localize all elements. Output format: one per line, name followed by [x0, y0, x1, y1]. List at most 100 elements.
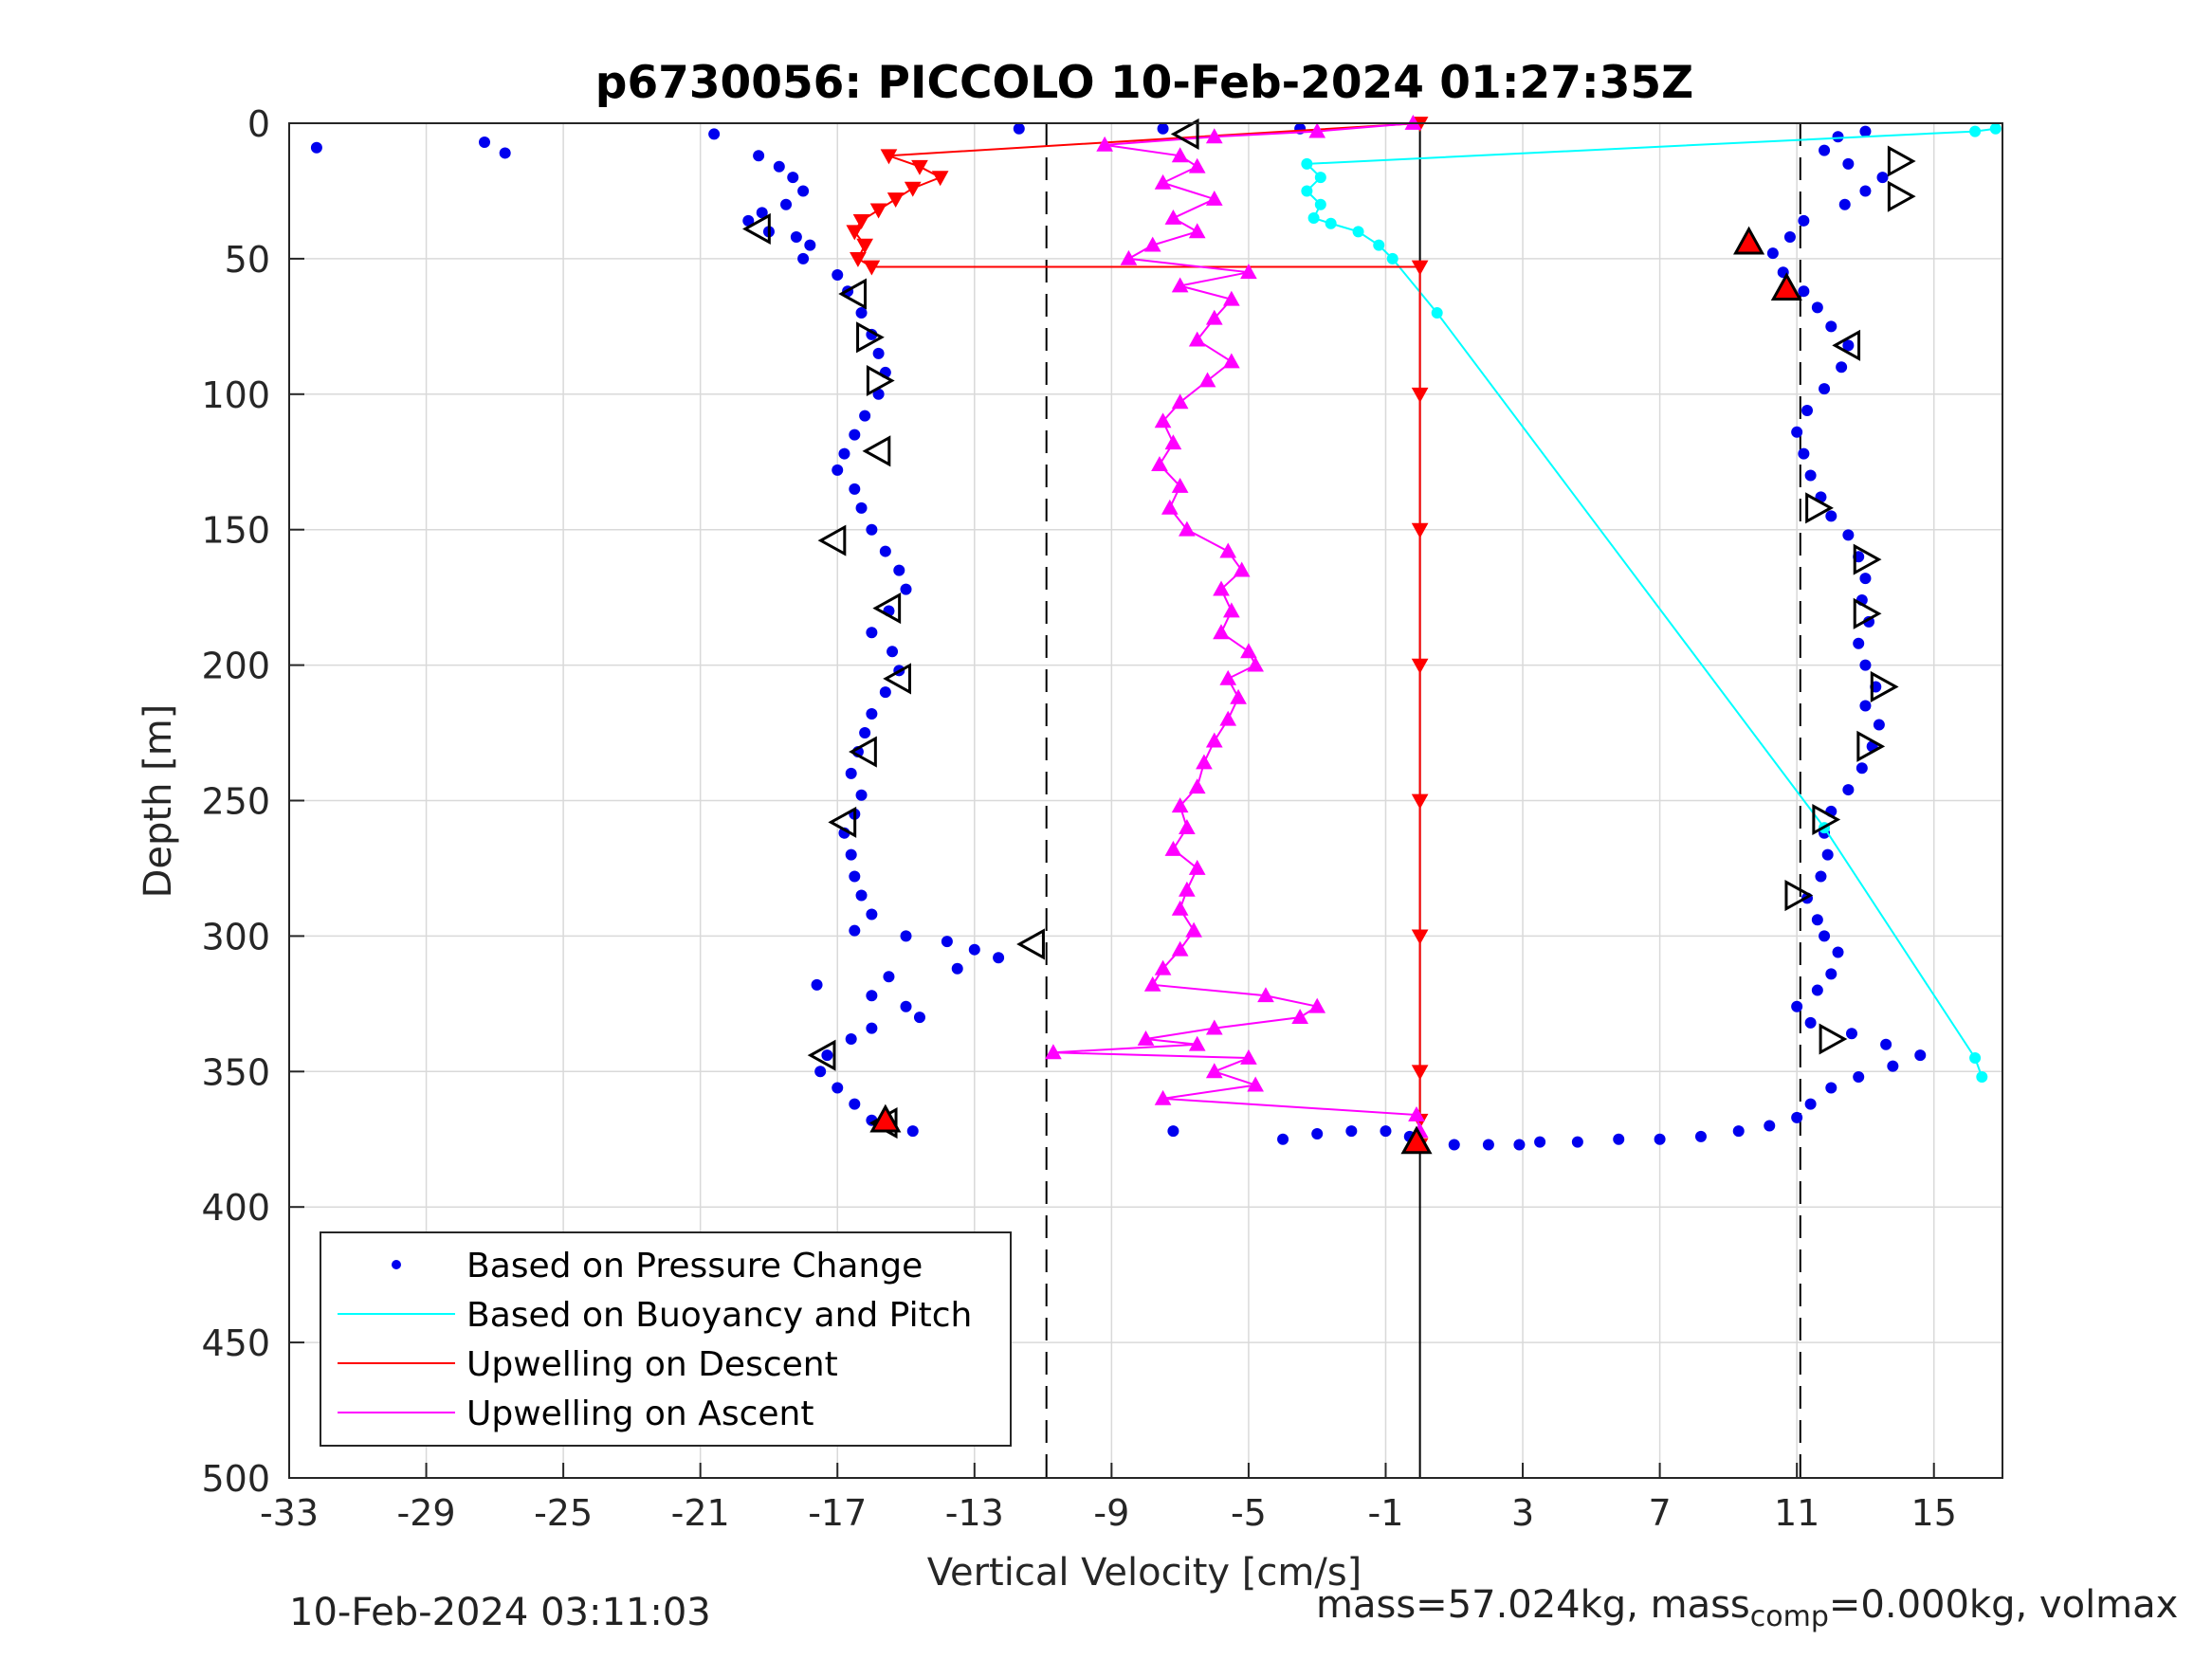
pressure-point — [1859, 125, 1872, 137]
upwelling-descent-point — [1411, 793, 1429, 810]
upwelling-descent-point — [1411, 929, 1429, 945]
pressure-point — [1853, 1071, 1865, 1084]
pressure-point — [1811, 984, 1823, 996]
upwelling-ascent-point — [1291, 1009, 1308, 1025]
upwelling-ascent-point — [1161, 499, 1179, 515]
buoyancy-pitch-point — [1969, 125, 1982, 137]
upwelling-ascent-point — [1096, 136, 1113, 152]
pressure-point — [951, 962, 963, 975]
upwelling-ascent-point — [1179, 520, 1196, 537]
x-tick-label: -21 — [671, 1492, 730, 1534]
pressure-point — [1838, 198, 1851, 210]
x-tick-label: -13 — [945, 1492, 1004, 1534]
buoyancy-pitch-point — [1325, 217, 1337, 229]
comp-subscript: comp — [1749, 1600, 1829, 1633]
pressure-point — [1914, 1049, 1927, 1062]
pressure-point — [855, 889, 868, 902]
upwelling-ascent-point — [1205, 1019, 1223, 1035]
footer-mass-info: mass=57.024kg, masscomp=0.000kg, volmax — [1316, 1583, 2178, 1633]
buoyancy-pitch-point — [1301, 185, 1313, 197]
pressure-point — [941, 936, 953, 948]
pressure-point — [1815, 870, 1827, 883]
upwelling-ascent-point — [1154, 412, 1172, 428]
legend: Based on Pressure Change Based on Buoyanc… — [320, 1231, 1012, 1447]
pressure-point — [1832, 946, 1844, 958]
upwelling-descent-point — [1411, 1065, 1429, 1081]
pressure-point — [906, 1125, 919, 1138]
pressure-point — [790, 231, 802, 244]
pressure-point — [797, 185, 810, 197]
pressure-point — [773, 160, 785, 173]
buoyancy-pitch-line — [1305, 127, 1996, 1078]
upwelling-ascent-point — [1308, 997, 1326, 1013]
y-tick-label: 300 — [201, 916, 270, 957]
upwelling-ascent-point — [1219, 542, 1237, 558]
y-tick-label: 0 — [247, 103, 270, 145]
x-tick-label: -17 — [808, 1492, 867, 1534]
pressure-point — [1845, 1028, 1857, 1040]
legend-label: Upwelling on Descent — [466, 1345, 838, 1384]
pressure-point — [1654, 1133, 1666, 1145]
pressure-point — [845, 767, 857, 779]
pressure-point — [1798, 285, 1810, 298]
x-tick-label: 11 — [1774, 1492, 1819, 1534]
upwelling-descent-point — [1411, 387, 1429, 403]
pressure-point — [1791, 1000, 1803, 1012]
upwelling-descent-point — [887, 192, 905, 209]
upwelling-ascent-point — [1171, 393, 1189, 410]
upwelling-descent-point — [852, 213, 870, 229]
buoyancy-pitch-point — [1976, 1071, 1988, 1084]
x-tick-label: 3 — [1511, 1492, 1534, 1534]
upwelling-ascent-point — [1120, 249, 1138, 265]
y-tick-label: 200 — [201, 646, 270, 687]
upwelling-ascent-point — [1154, 173, 1172, 190]
pressure-point — [1694, 1130, 1707, 1142]
buoyancy-pitch-point — [1969, 1052, 1982, 1065]
pressure-point — [1277, 1133, 1289, 1145]
pressure-point — [1819, 144, 1831, 156]
pressure-point — [1819, 383, 1831, 395]
upwelling-ascent-point — [1247, 656, 1264, 672]
pressure-point — [708, 128, 721, 140]
legend-label: Based on Buoyancy and Pitch — [466, 1296, 972, 1335]
upwelling-ascent-point — [1205, 190, 1223, 206]
pressure-point — [1811, 301, 1823, 314]
pressure-point — [499, 147, 511, 159]
pressure-point — [1311, 1128, 1324, 1140]
pressure-point — [866, 523, 878, 536]
pressure-point — [797, 252, 810, 264]
pressure-point — [900, 1000, 912, 1012]
segment-marker — [1784, 879, 1814, 912]
pressure-point — [883, 971, 895, 983]
upwelling-ascent-point — [1164, 434, 1182, 450]
upwelling-ascent-point — [1308, 122, 1326, 138]
pressure-point — [855, 307, 868, 319]
segment-marker — [1870, 670, 1899, 703]
upwelling-ascent-point — [1213, 580, 1230, 596]
x-tick-label: -25 — [534, 1492, 593, 1534]
pressure-point — [849, 924, 861, 937]
upwelling-ascent-point — [1240, 1048, 1257, 1065]
segment-marker — [838, 278, 868, 310]
upwelling-descent-point — [904, 181, 922, 197]
chart-title: p6730056: PICCOLO 10-Feb-2024 01:27:35Z — [595, 57, 1693, 109]
comp-text: =0.000kg, volmax — [1828, 1583, 2179, 1627]
upwelling-ascent-point — [1171, 900, 1189, 916]
pressure-point — [821, 1049, 833, 1062]
upwelling-ascent-point — [1247, 1076, 1264, 1092]
upwelling-ascent-point — [1223, 290, 1240, 306]
x-tick-label: 15 — [1911, 1492, 1957, 1534]
upwelling-ascent-point — [1179, 819, 1196, 834]
x-axis-ticks: -33 -29 -25 -21 -17 -13 -9 -5 -1 3 7 11 15 — [260, 1463, 1957, 1534]
segment-marker — [1170, 118, 1199, 150]
pressure-point — [1842, 339, 1855, 352]
x-tick-label: 7 — [1649, 1492, 1672, 1534]
y-tick-label: 500 — [201, 1458, 270, 1500]
upwelling-ascent-point — [1205, 1063, 1223, 1079]
upwelling-descent-point — [869, 203, 887, 219]
pressure-point — [887, 646, 899, 658]
buoyancy-pitch-point — [1301, 157, 1313, 170]
upwelling-ascent-line — [1052, 122, 1421, 1145]
buoyancy-pitch-point — [1989, 122, 2002, 135]
mass-text: mass=57.024kg, mass — [1316, 1583, 1750, 1627]
